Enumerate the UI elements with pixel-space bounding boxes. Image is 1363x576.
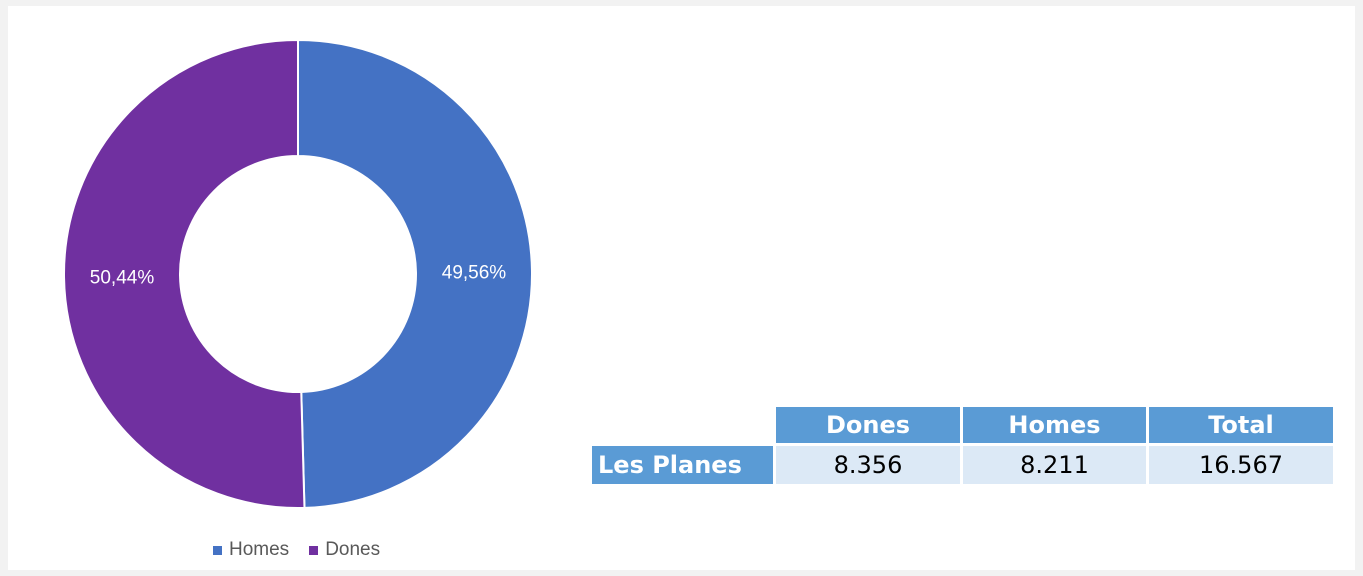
legend-swatch-homes	[213, 545, 222, 555]
donut-slice-dones	[63, 38, 306, 509]
legend-label-dones: Dones	[325, 539, 381, 560]
data-label-homes: 49,56%	[442, 263, 507, 284]
table-header-row: Dones Homes Total	[592, 407, 1333, 443]
chart-legend: Homes Dones	[213, 539, 380, 561]
summary-table: Dones Homes Total Les Planes 8.356 8.211…	[589, 404, 1336, 487]
header-dones: Dones	[776, 407, 960, 443]
legend-item-homes: Homes	[213, 539, 289, 561]
cell-dones: 8.356	[776, 446, 960, 484]
header-total: Total	[1149, 407, 1333, 443]
donut-slice-homes	[297, 38, 533, 509]
report-panel: 49,56% 50,44% Homes Dones Dones Homes Tot…	[8, 6, 1355, 570]
cell-total: 16.567	[1149, 446, 1333, 484]
legend-label-homes: Homes	[229, 539, 290, 560]
table-corner	[592, 407, 773, 443]
legend-swatch-dones	[309, 545, 319, 555]
data-label-dones: 50,44%	[90, 267, 155, 288]
table-row: Les Planes 8.356 8.211 16.567	[592, 446, 1333, 484]
row-label-les-planes: Les Planes	[592, 446, 773, 484]
donut-chart: 49,56% 50,44%	[63, 38, 533, 509]
header-homes: Homes	[963, 407, 1146, 443]
cell-homes: 8.211	[963, 446, 1146, 484]
legend-item-dones: Dones	[309, 539, 380, 561]
